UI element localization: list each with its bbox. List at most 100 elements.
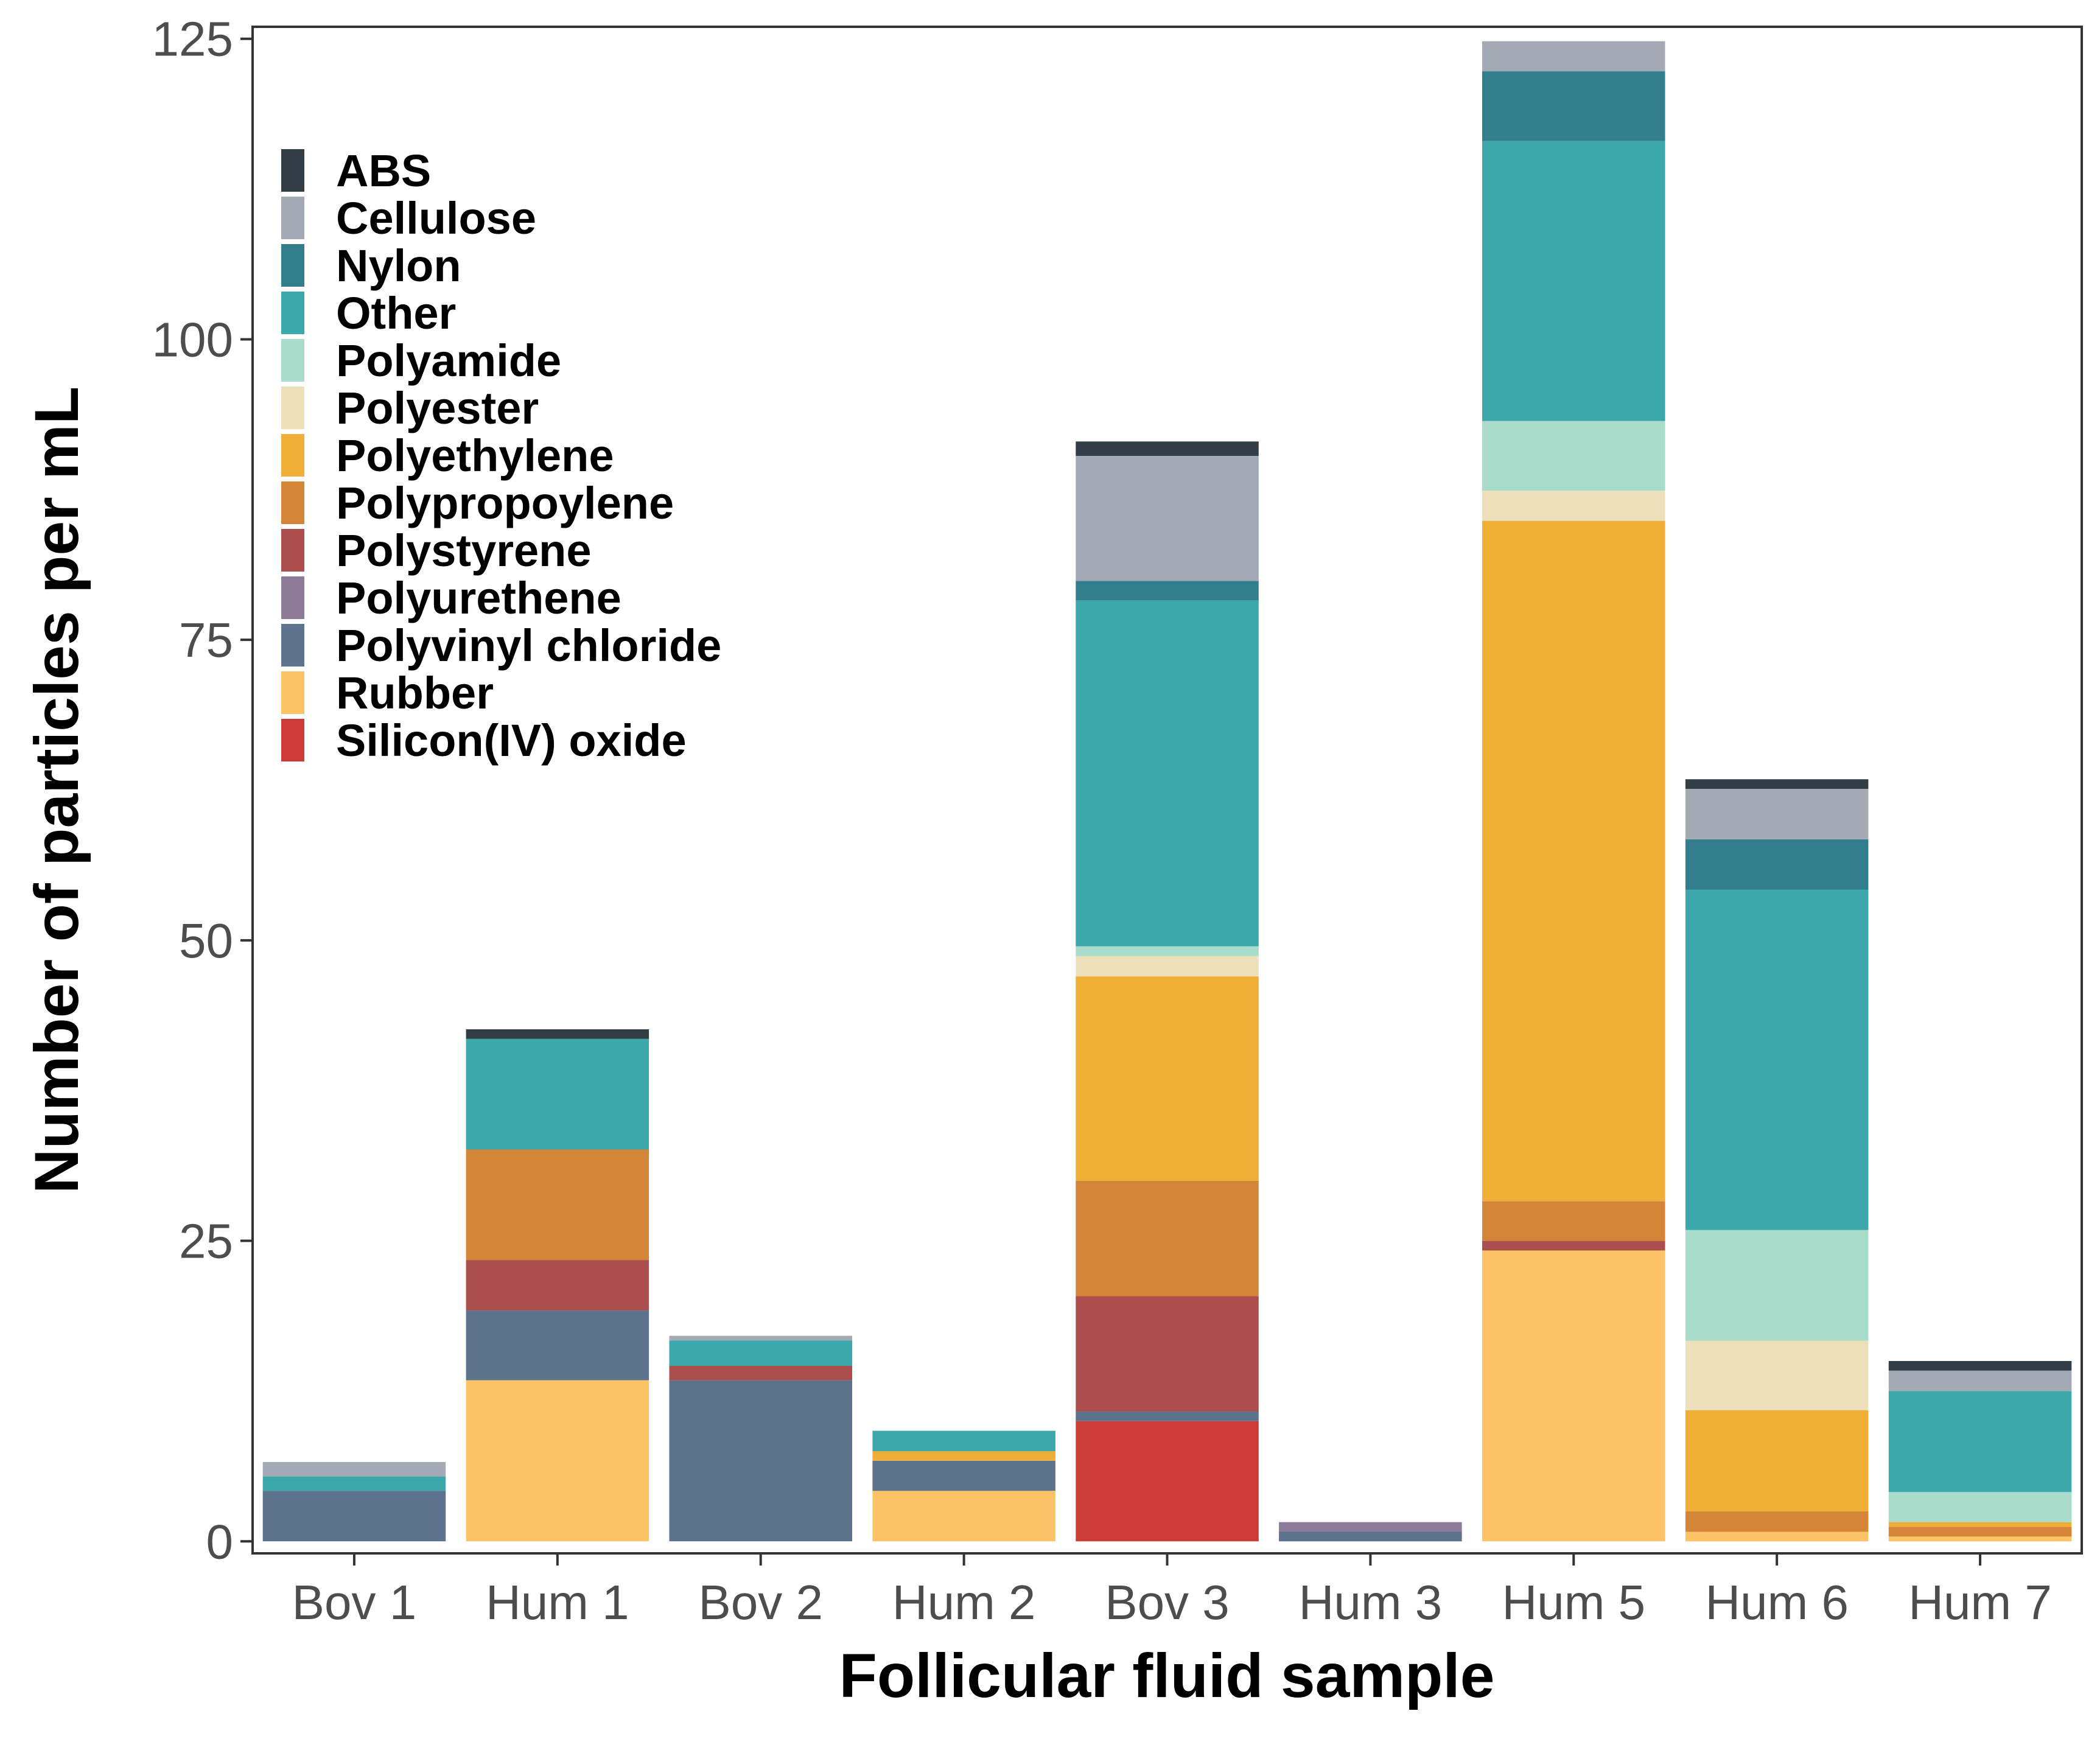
x-axis-title: Follicular fluid sample bbox=[839, 1641, 1495, 1710]
bar-segment bbox=[1685, 1410, 1869, 1511]
bar-segment bbox=[1685, 1531, 1869, 1542]
bar-segment bbox=[1685, 779, 1869, 789]
legend-key bbox=[281, 244, 304, 287]
legend-label: Polyethylene bbox=[336, 430, 614, 481]
y-tick-label: 75 bbox=[179, 613, 233, 667]
bar-segment bbox=[872, 1491, 1055, 1542]
y-tick-label: 50 bbox=[179, 914, 233, 968]
bar-segment bbox=[1076, 1421, 1259, 1542]
bar-segment bbox=[1888, 1492, 2072, 1522]
legend-label: ABS bbox=[336, 145, 431, 196]
bar-segment bbox=[1076, 581, 1259, 600]
legend-key bbox=[281, 149, 304, 192]
bar-segment bbox=[1279, 1531, 1462, 1542]
legend-key bbox=[281, 197, 304, 239]
bar-segment bbox=[466, 1029, 649, 1039]
bar-segment bbox=[1076, 600, 1259, 946]
bar-segment bbox=[262, 1476, 446, 1491]
bar-segment bbox=[872, 1451, 1055, 1461]
bar-segment bbox=[262, 1491, 446, 1542]
x-tick-label: Bov 1 bbox=[292, 1575, 417, 1629]
legend-label: Nylon bbox=[336, 240, 461, 291]
bar-segment bbox=[1482, 41, 1665, 72]
bar-segment bbox=[1076, 976, 1259, 1181]
legend-key bbox=[281, 292, 304, 334]
x-tick-label: Hum 6 bbox=[1705, 1575, 1849, 1629]
x-tick-label: Hum 7 bbox=[1908, 1575, 2052, 1629]
bar-segment bbox=[1076, 441, 1259, 456]
bar-segment bbox=[1076, 1180, 1259, 1296]
bar-segment bbox=[466, 1380, 649, 1542]
bar-segment bbox=[1685, 1340, 1869, 1410]
bar-segment bbox=[1685, 889, 1869, 1230]
legend-label: Polyester bbox=[336, 383, 539, 433]
bar-segment bbox=[466, 1310, 649, 1380]
x-tick-label: Hum 5 bbox=[1502, 1575, 1645, 1629]
bar-segment bbox=[1482, 421, 1665, 491]
bar-segment bbox=[872, 1460, 1055, 1491]
x-tick-label: Hum 2 bbox=[892, 1575, 1036, 1629]
bar-segment bbox=[669, 1380, 852, 1542]
legend-label: Other bbox=[336, 288, 456, 338]
bar-segment bbox=[1076, 956, 1259, 977]
y-tick-label: 25 bbox=[179, 1214, 233, 1268]
x-tick-label: Bov 2 bbox=[698, 1575, 823, 1629]
bar-segment bbox=[466, 1149, 649, 1261]
bar-segment bbox=[1482, 520, 1665, 1202]
x-tick-label: Hum 3 bbox=[1299, 1575, 1443, 1629]
bar-segment bbox=[1888, 1361, 2072, 1371]
legend-label: Cellulose bbox=[336, 193, 536, 243]
y-tick-label: 100 bbox=[152, 312, 233, 366]
legend-label: Polyurethene bbox=[336, 573, 621, 623]
bar-segment bbox=[1076, 456, 1259, 581]
y-axis-title: Number of particles per mL bbox=[22, 387, 91, 1194]
legend-key bbox=[281, 576, 304, 619]
bar-segment bbox=[1482, 1250, 1665, 1542]
x-tick-label: Hum 1 bbox=[486, 1575, 629, 1629]
bar-segment bbox=[1888, 1527, 2072, 1537]
legend-key bbox=[281, 387, 304, 429]
y-axis: 0 25 50 75 100 125 bbox=[152, 12, 253, 1569]
legend-key bbox=[281, 481, 304, 524]
legend-label: Silicon(IV) oxide bbox=[336, 715, 687, 766]
x-tick-label: Bov 3 bbox=[1105, 1575, 1230, 1629]
bar-segment bbox=[1888, 1522, 2072, 1527]
bar-segment bbox=[1482, 71, 1665, 141]
legend-label: Polypropoylene bbox=[336, 478, 674, 528]
bar-segment bbox=[669, 1365, 852, 1380]
bar-segment bbox=[1482, 141, 1665, 421]
legend-key bbox=[281, 624, 304, 667]
bar-segments bbox=[262, 41, 2072, 1542]
bar-segment bbox=[466, 1260, 649, 1310]
legend-label: Rubber bbox=[336, 668, 494, 718]
bar-segment bbox=[669, 1335, 852, 1341]
bar-segment bbox=[466, 1038, 649, 1150]
legend-label: Polystyrene bbox=[336, 525, 592, 576]
bar-segment bbox=[262, 1461, 446, 1477]
bar-segment bbox=[1279, 1522, 1462, 1532]
bar-segment bbox=[1482, 1240, 1665, 1251]
bar-segment bbox=[1685, 789, 1869, 839]
bar-segment bbox=[1482, 491, 1665, 521]
y-tick-label: 125 bbox=[152, 12, 233, 66]
legend-key bbox=[281, 671, 304, 714]
bar-segment bbox=[1685, 1511, 1869, 1532]
bar-segment bbox=[1685, 1230, 1869, 1341]
legend-key bbox=[281, 529, 304, 572]
x-axis: Bov 1 Hum 1 Bov 2 Hum 2 Bov 3 Hum 3 Hum 5 Hum 6… bbox=[292, 1553, 2052, 1629]
bar-segment bbox=[1888, 1370, 2072, 1391]
bar-segment bbox=[1076, 946, 1259, 956]
bar-segment bbox=[1888, 1536, 2072, 1542]
bar-segment bbox=[1482, 1201, 1665, 1241]
bar-segment bbox=[1076, 1296, 1259, 1412]
bar-segment bbox=[669, 1340, 852, 1366]
legend-key bbox=[281, 339, 304, 382]
legend-label: Polyamide bbox=[336, 335, 561, 386]
legend-label: Polyvinyl chloride bbox=[336, 620, 721, 671]
legend: ABSCelluloseNylonOtherPolyamidePolyester… bbox=[281, 145, 721, 766]
bar-segment bbox=[1888, 1391, 2072, 1492]
bar-segment bbox=[1685, 839, 1869, 890]
legend-key bbox=[281, 434, 304, 477]
bar-segment bbox=[872, 1430, 1055, 1452]
